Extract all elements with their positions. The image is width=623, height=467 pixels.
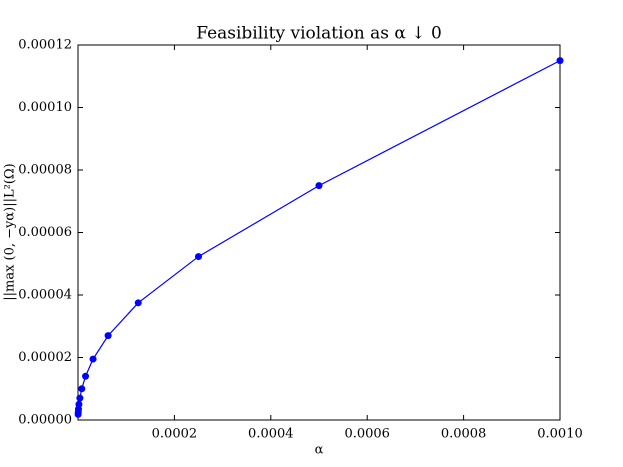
point [89,355,97,363]
x-tick-label: 0.0004 [248,427,294,442]
chart-title: Feasibility violation as α ↓ 0 [196,24,442,44]
plot-frame [77,44,561,421]
point [82,372,90,380]
y-tick-label: 0.00000 [18,413,72,428]
point [195,253,202,261]
y-tick-label: 0.00012 [18,38,72,53]
y-tick-label: 0.00010 [18,100,72,115]
y-tick-label: 0.00008 [18,163,72,178]
x-tick-label: 0.0006 [344,427,390,442]
point [134,299,142,307]
point [76,394,84,402]
y-tick-label: 0.00004 [18,288,72,303]
x-axis-label: α [315,443,324,458]
y-axis-label: ||max (0, −yα)||L²(Ω) [3,163,18,301]
x-tick-label: 0.0002 [152,427,198,442]
point [74,410,82,418]
x-tick-label: 0.0008 [441,427,487,442]
point [104,332,112,340]
y-tick-label: 0.00002 [18,350,72,365]
y-tick-label: 0.00006 [18,225,72,240]
series-line [77,60,561,415]
point [556,57,564,65]
point [315,182,323,190]
x-tick-label: 0.0010 [537,427,583,442]
point [78,385,86,393]
